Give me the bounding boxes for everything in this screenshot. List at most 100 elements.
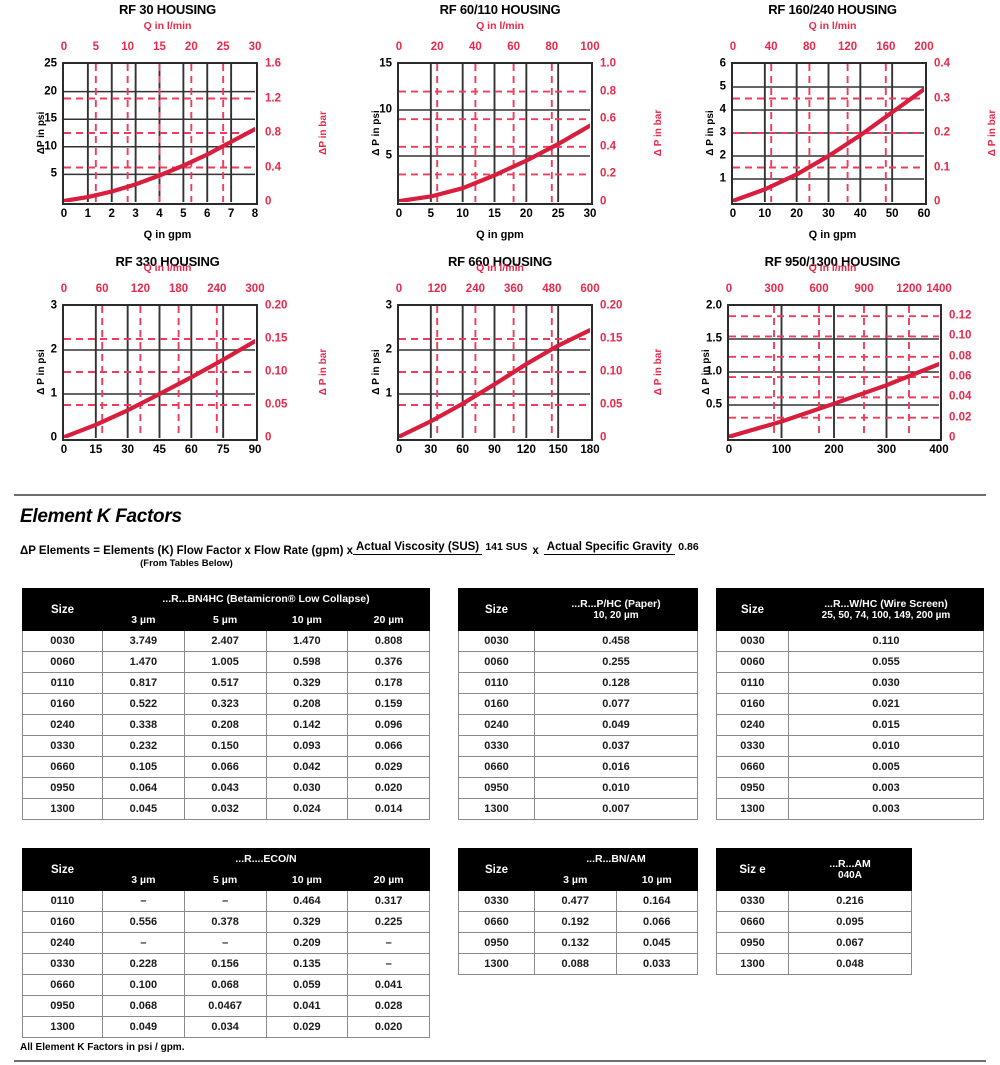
x-tick-bottom: 0 bbox=[729, 208, 737, 220]
y-tick-right: 0 bbox=[600, 431, 607, 444]
cell-size: 1300 bbox=[22, 1016, 103, 1038]
section-divider-bottom bbox=[14, 1060, 986, 1062]
x-tick-bottom: 5 bbox=[427, 208, 435, 220]
x-tick-bottom: 50 bbox=[885, 208, 899, 220]
pressure-drop-curve bbox=[399, 328, 590, 438]
cell-k-factor: 0.064 bbox=[102, 777, 185, 799]
cell-size: 0030 bbox=[716, 630, 789, 652]
x-tick-top: 120 bbox=[427, 283, 447, 295]
cell-k-factor: 0.067 bbox=[788, 932, 912, 954]
cell-size: 0060 bbox=[22, 651, 103, 673]
cell-size: 0110 bbox=[716, 672, 789, 694]
x-tick-bottom: 10 bbox=[758, 208, 772, 220]
x-tick-top: 10 bbox=[121, 41, 135, 53]
x-tick-top: 20 bbox=[184, 41, 198, 53]
cell-k-factor: 0.208 bbox=[183, 714, 267, 736]
group-header-line1: ...R...AM bbox=[829, 857, 871, 870]
y-tick-left: 1 bbox=[385, 387, 392, 400]
plot-frame bbox=[62, 304, 258, 441]
cell-k-factor: 0.0467 bbox=[183, 995, 267, 1017]
x-tick-top: 100 bbox=[580, 41, 600, 53]
y-tick-left: 25 bbox=[44, 57, 57, 70]
group-header-line2: 10, 20 µm bbox=[593, 609, 639, 621]
y-axis-label-right: Δ P in bar bbox=[653, 348, 664, 395]
cell-k-factor: 0.228 bbox=[102, 953, 185, 975]
table-row: 0660 0.192 0.066 bbox=[458, 911, 698, 933]
y-tick-left: 2 bbox=[719, 149, 726, 162]
section-divider-top bbox=[14, 494, 986, 496]
cell-size: 0950 bbox=[22, 995, 103, 1017]
table-row: 0950 0.132 0.045 bbox=[458, 932, 698, 954]
table-row: 0110 0.030 bbox=[716, 672, 984, 694]
chart-canvas bbox=[729, 306, 939, 438]
cell-k-factor: 0.338 bbox=[102, 714, 185, 736]
x-tick-top: 30 bbox=[248, 41, 262, 53]
x-tick-bottom: 400 bbox=[929, 444, 949, 456]
cell-k-factor: 0.045 bbox=[102, 798, 185, 820]
cell-size: 0330 bbox=[458, 890, 535, 912]
y-axis-label-left: Δ P in psi bbox=[701, 348, 712, 395]
table-row: 0160 0.077 bbox=[458, 693, 698, 715]
x-tick-top: 120 bbox=[838, 41, 858, 53]
chart-2: RF 60/110 HOUSING Q in l/min 0 20 40 60 80 100 0… bbox=[335, 0, 665, 252]
cell-k-factor: 0.014 bbox=[347, 798, 430, 820]
cell-k-factor: 0.041 bbox=[347, 974, 430, 996]
x-tick-top: 600 bbox=[809, 283, 829, 295]
y-tick-right: 0 bbox=[949, 431, 956, 444]
x-tick-bottom: 45 bbox=[153, 444, 166, 456]
table-row: 0240 0.015 bbox=[716, 714, 984, 736]
chart-bottom-axis-label: Q in gpm bbox=[808, 229, 857, 241]
x-tick-top: 120 bbox=[130, 283, 150, 295]
cell-k-factor: – bbox=[102, 890, 185, 912]
cell-k-factor: 1.005 bbox=[183, 651, 267, 673]
column-header-micron: 3 µm bbox=[102, 609, 185, 631]
chart-bottom-axis-label: Q in gpm bbox=[143, 229, 192, 241]
y-tick-right: 1.6 bbox=[265, 57, 281, 70]
cell-k-factor: 0.049 bbox=[534, 714, 698, 736]
table-row: 0060 1.470 1.005 0.598 0.376 bbox=[22, 651, 430, 673]
table-row: 0660 0.016 bbox=[458, 756, 698, 778]
cell-k-factor: 0.209 bbox=[265, 932, 349, 954]
cell-size: 0950 bbox=[716, 777, 789, 799]
cell-k-factor: – bbox=[183, 890, 267, 912]
cell-k-factor: 0.043 bbox=[183, 777, 267, 799]
viscosity-denominator: 141 SUS bbox=[485, 541, 528, 553]
cell-size: 1300 bbox=[458, 953, 535, 975]
cell-size: 0240 bbox=[458, 714, 535, 736]
cell-size: 0060 bbox=[716, 651, 789, 673]
pressure-drop-curve bbox=[64, 127, 255, 202]
cell-k-factor: 0.517 bbox=[183, 672, 267, 694]
column-header-size: Size bbox=[22, 588, 103, 631]
column-header-micron: 10 µm bbox=[265, 869, 349, 891]
x-tick-top: 480 bbox=[542, 283, 562, 295]
chart-4: RF 330 HOUSING Q in l/min 0 60 120 180 240 300 0… bbox=[0, 252, 335, 484]
y-tick-right: 0.05 bbox=[265, 398, 288, 411]
y-axis-label-right: Δ P in bar bbox=[653, 109, 664, 156]
cell-k-factor: 0.216 bbox=[788, 890, 912, 912]
table-row: 1300 0.049 0.034 0.029 0.020 bbox=[22, 1016, 430, 1038]
y-axis-label-right: Δ P in bar bbox=[318, 348, 329, 395]
x-tick-top: 0 bbox=[60, 283, 68, 295]
cell-k-factor: 0.376 bbox=[347, 651, 430, 673]
cell-size: 0240 bbox=[22, 714, 103, 736]
y-tick-right: 0.15 bbox=[600, 332, 623, 345]
group-header-line1: ...R...W/HC (Wire Screen) bbox=[824, 597, 948, 610]
x-tick-top: 0 bbox=[395, 283, 403, 295]
y-tick-right: 0.12 bbox=[949, 309, 972, 322]
x-tick-top: 20 bbox=[430, 41, 444, 53]
x-tick-bottom: 300 bbox=[876, 444, 897, 456]
x-tick-bottom: 30 bbox=[583, 208, 597, 220]
chart-canvas bbox=[399, 64, 590, 202]
x-tick-bottom: 180 bbox=[580, 444, 600, 456]
column-header-micron: 10 µm bbox=[615, 869, 698, 891]
chart-top-axis-label: Q in l/min bbox=[143, 262, 192, 274]
table-row: 0660 0.005 bbox=[716, 756, 984, 778]
cell-k-factor: 0.030 bbox=[265, 777, 349, 799]
y-tick-right: 0.2 bbox=[600, 167, 616, 180]
table-row: 0950 0.068 0.0467 0.041 0.028 bbox=[22, 995, 430, 1017]
pressure-drop-curve bbox=[733, 87, 924, 202]
viscosity-fraction: Actual Viscosity (SUS) 141 SUS bbox=[353, 541, 528, 555]
table-row: 0240 0.338 0.208 0.142 0.096 bbox=[22, 714, 430, 736]
cell-size: 0030 bbox=[458, 630, 535, 652]
y-tick-left: 6 bbox=[719, 57, 726, 70]
